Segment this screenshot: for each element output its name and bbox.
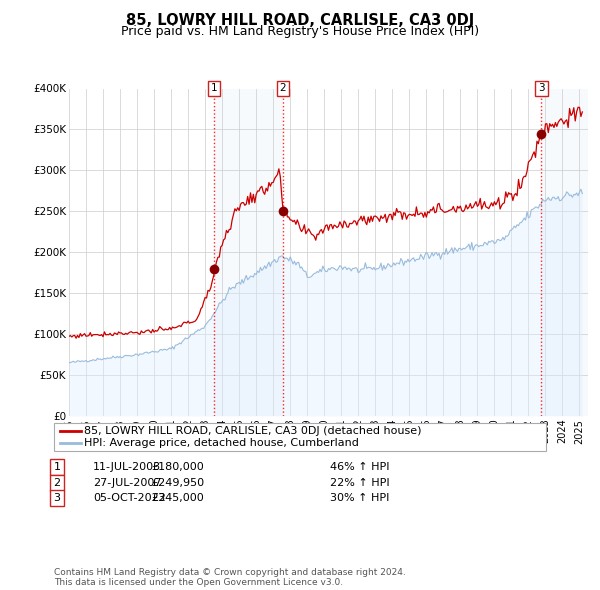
Text: £180,000: £180,000 [151,463,204,472]
Text: 22% ↑ HPI: 22% ↑ HPI [330,478,389,487]
Text: 46% ↑ HPI: 46% ↑ HPI [330,463,389,472]
Text: £249,950: £249,950 [151,478,204,487]
Text: 27-JUL-2007: 27-JUL-2007 [93,478,161,487]
Text: 3: 3 [53,493,61,503]
Text: 1: 1 [211,84,217,93]
Text: £345,000: £345,000 [151,493,204,503]
Text: 85, LOWRY HILL ROAD, CARLISLE, CA3 0DJ: 85, LOWRY HILL ROAD, CARLISLE, CA3 0DJ [126,13,474,28]
Text: Contains HM Land Registry data © Crown copyright and database right 2024.
This d: Contains HM Land Registry data © Crown c… [54,568,406,587]
Bar [214,88,283,416]
Text: HPI: Average price, detached house, Cumberland: HPI: Average price, detached house, Cumb… [84,438,359,448]
Text: 2: 2 [53,478,61,487]
Text: 11-JUL-2003: 11-JUL-2003 [93,463,161,472]
Bar [541,88,588,416]
Text: 3: 3 [538,84,545,93]
Text: 2: 2 [280,84,286,93]
Text: Price paid vs. HM Land Registry's House Price Index (HPI): Price paid vs. HM Land Registry's House … [121,25,479,38]
Text: 05-OCT-2022: 05-OCT-2022 [93,493,166,503]
Text: 85, LOWRY HILL ROAD, CARLISLE, CA3 0DJ (detached house): 85, LOWRY HILL ROAD, CARLISLE, CA3 0DJ (… [84,426,421,436]
Text: 30% ↑ HPI: 30% ↑ HPI [330,493,389,503]
Text: 1: 1 [53,463,61,472]
